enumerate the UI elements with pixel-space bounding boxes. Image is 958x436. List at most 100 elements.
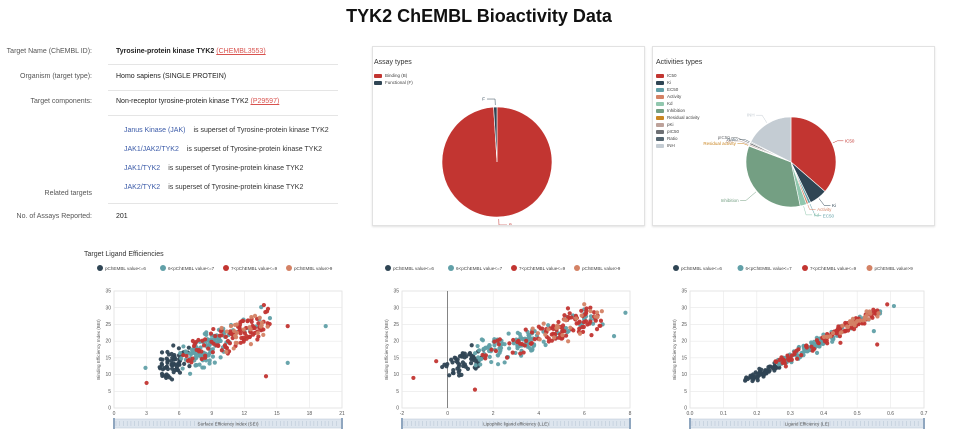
components-uniprot-link[interactable]: (P29597): [250, 98, 280, 105]
scatter-point: [504, 355, 510, 360]
scatter-point: [207, 343, 212, 348]
scatter-point: [178, 351, 183, 356]
legend-swatch: [374, 73, 382, 78]
x-tick-label: 0.0: [687, 411, 694, 417]
scatter-point: [248, 342, 254, 347]
legend-item[interactable]: Ratio: [656, 136, 700, 143]
scatter-point: [550, 331, 556, 336]
legend-item[interactable]: Inhibition: [656, 108, 700, 115]
x-tick-label: 9: [210, 411, 213, 417]
legend-item[interactable]: Binding (B): [374, 73, 413, 80]
scatter-point: [875, 314, 880, 319]
scatter-point: [480, 338, 485, 343]
scatter-point: [830, 330, 836, 336]
legend-swatch: [656, 94, 664, 99]
scatter-point: [228, 329, 233, 334]
pie-label-line: [803, 206, 813, 216]
related-target-link[interactable]: JAK2/TYK2: [124, 184, 161, 191]
scatter-point: [891, 303, 897, 309]
scatter-point: [207, 358, 212, 363]
scatter-point: [256, 321, 261, 326]
scatter-point: [201, 365, 207, 370]
scatter-point: [182, 361, 187, 366]
scatter-point: [483, 353, 489, 358]
scatter-point: [180, 366, 185, 371]
scatter-point: [521, 350, 526, 355]
scatter-point: [582, 312, 588, 317]
scatter-point: [202, 355, 208, 360]
pie-label-line: [487, 98, 496, 106]
scatter-point: [772, 368, 777, 373]
related-target-relation: is superset of Tyrosine-protein kinase T…: [193, 127, 329, 134]
scatter-point: [845, 324, 851, 330]
scatter-point: [159, 361, 164, 366]
scatter-point: [540, 326, 545, 331]
pie-label-line: [740, 191, 757, 201]
scatter-point: [189, 360, 194, 365]
legend-marker: [385, 265, 391, 271]
target-name: Tyrosine-protein kinase TYK2: [116, 48, 215, 55]
legend-item[interactable]: EC50: [656, 87, 700, 94]
legend-item[interactable]: Activity: [656, 94, 700, 101]
scatter-point: [483, 345, 488, 350]
scatter-point: [255, 337, 260, 342]
legend-item[interactable]: Kd: [656, 101, 700, 108]
scatter-point: [591, 310, 597, 315]
scatter-point: [623, 310, 628, 315]
x-tick-label: 8: [629, 411, 632, 417]
legend-marker: [511, 265, 517, 271]
legend-item[interactable]: INH: [656, 143, 700, 150]
scatter-point: [497, 346, 502, 351]
target-chembl-link[interactable]: (CHEMBL3553): [216, 48, 266, 55]
scatter-point: [511, 337, 516, 343]
legend-label: 7<pChEMBL value<=9: [519, 266, 566, 271]
legend-marker: [448, 265, 454, 271]
scatter-point: [567, 311, 572, 316]
related-target-link[interactable]: JAK1/JAK2/TYK2: [124, 146, 179, 153]
legend-item[interactable]: Ki: [656, 80, 700, 87]
y-tick-label: 15: [681, 355, 687, 361]
legend-item[interactable]: pIC50: [656, 129, 700, 136]
scatter-point: [792, 350, 797, 355]
scatter-point: [875, 342, 880, 347]
related-targets-label: Related targets: [44, 190, 92, 197]
x-tick-label: 0.3: [787, 411, 794, 417]
pie-label-line: [734, 140, 749, 145]
scatter-point: [518, 341, 523, 346]
legend-item[interactable]: Functional (F): [374, 80, 413, 87]
zoom-handle-left: [113, 418, 115, 429]
legend-swatch: [656, 87, 664, 92]
scatter-point: [209, 339, 214, 344]
scatter-point: [473, 363, 478, 368]
pie-slice-label: B: [509, 222, 512, 225]
legend-item[interactable]: Residual activity: [656, 115, 700, 122]
legend-swatch: [656, 129, 664, 134]
scatter-point: [581, 324, 586, 330]
scatter-point: [204, 332, 209, 337]
legend-label: 6<pChEMBL value<=7: [168, 266, 215, 271]
legend-marker: [574, 265, 580, 271]
scatter-point: [810, 348, 815, 353]
scatter-point: [530, 347, 535, 352]
scatter-point: [595, 314, 600, 320]
y-tick-label: 15: [105, 355, 111, 361]
scatter-point: [261, 332, 266, 337]
scatter-point: [799, 353, 804, 358]
scatter-point: [562, 313, 567, 318]
scatter-point: [546, 323, 551, 328]
scatter-point: [207, 361, 212, 366]
legend-item[interactable]: pKi: [656, 122, 700, 129]
le-bei-scatter-chart: pChEMBL value<=6 6<pChEMBL value<=7 7<pChE…: [672, 265, 928, 429]
x-tick-label: 0.2: [753, 411, 760, 417]
scatter-point: [568, 325, 573, 330]
related-target-link[interactable]: Janus Kinase (JAK): [124, 127, 186, 134]
scatter-point: [766, 365, 771, 370]
legend-item[interactable]: IC50: [656, 73, 700, 80]
scatter-point: [159, 350, 165, 355]
scatter-point: [563, 318, 569, 323]
x-tick-label: 0.1: [720, 411, 727, 417]
related-target-link[interactable]: JAK1/TYK2: [124, 165, 161, 172]
scatter-point: [526, 335, 532, 341]
scatter-point: [157, 366, 163, 371]
x-axis-label: Ligand Efficiency (LE): [785, 422, 830, 427]
